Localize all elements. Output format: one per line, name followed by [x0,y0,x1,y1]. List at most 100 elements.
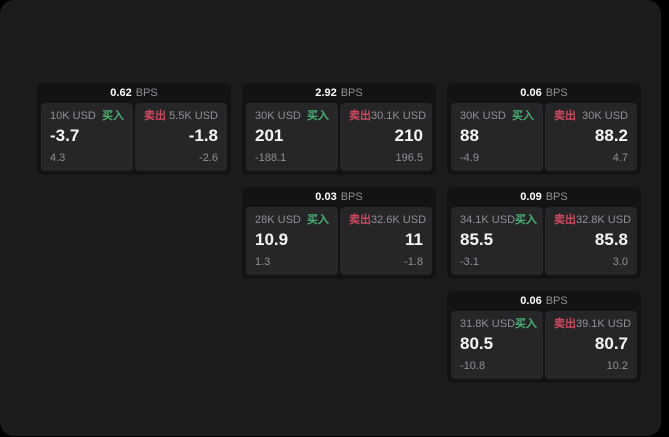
buy-price: 88 [460,126,479,145]
quote-tiles: 10K USD 买入 -3.7 4.3 卖出 5.5K USD -1.8 -2.… [41,103,227,171]
sell-amount: 39.1K USD [576,318,632,330]
sell-delta: -2.6 [199,152,218,164]
sell-price: 85.8 [594,230,628,249]
buy-amount: 30K USD [255,110,301,122]
sell-button[interactable]: 卖出 [349,110,371,122]
buy-amount: 30K USD [460,110,506,122]
buy-delta: 1.3 [255,256,271,268]
sell-tile[interactable]: 卖出 30K USD 88.2 4.7 [545,103,637,171]
buy-tile-header: 30K USD 买入 [460,110,534,123]
quote-tiles: 28K USD 买入 10.9 1.3 卖出 32.6K USD 11 -1.8 [246,207,432,275]
sell-price: -1.8 [188,126,218,145]
bps-value: 0.03 [315,191,337,203]
bps-value: 0.06 [520,87,542,99]
bps-unit-label: BPS [545,295,568,307]
buy-tile-header: 30K USD 买入 [255,110,329,123]
sell-delta: 10.2 [606,360,628,372]
bps-unit-label: BPS [340,87,363,99]
buy-tile-header: 10K USD 买入 [50,110,124,123]
sell-tile[interactable]: 卖出 32.8K USD 85.8 3.0 [545,207,637,275]
buy-delta: -10.8 [460,360,486,372]
card-header: 0.06 BPS [451,291,637,311]
sell-amount: 32.8K USD [576,214,632,226]
card-header: 2.92 BPS [246,83,432,103]
bps-value: 0.09 [520,191,542,203]
buy-amount: 10K USD [50,110,96,122]
sell-tile[interactable]: 卖出 39.1K USD 80.7 10.2 [545,311,637,379]
sell-tile-header: 卖出 30.1K USD [349,110,427,123]
quote-tiles: 30K USD 买入 201 -188.1 卖出 30.1K USD 210 1… [246,103,432,171]
quote-card: 0.62 BPS 10K USD 买入 -3.7 4.3 卖出 5.5K USD… [37,83,231,175]
bps-value: 2.92 [315,87,337,99]
sell-amount: 5.5K USD [169,110,218,122]
quote-card: 0.06 BPS 31.8K USD 买入 80.5 -10.8 卖出 39.1… [447,291,641,383]
sell-tile-header: 卖出 32.8K USD [554,214,632,227]
quotes-grid: 0.62 BPS 10K USD 买入 -3.7 4.3 卖出 5.5K USD… [37,83,641,383]
bps-unit-label: BPS [340,191,363,203]
sell-delta: 3.0 [612,256,628,268]
buy-tile[interactable]: 31.8K USD 买入 80.5 -10.8 [451,311,543,379]
quote-tiles: 30K USD 买入 88 -4.9 卖出 30K USD 88.2 4.7 [451,103,637,171]
bps-unit-label: BPS [135,87,158,99]
sell-price: 11 [405,230,423,249]
sell-tile[interactable]: 卖出 5.5K USD -1.8 -2.6 [135,103,227,171]
sell-price: 88.2 [594,126,628,145]
quote-tiles: 34.1K USD 买入 85.5 -3.1 卖出 32.8K USD 85.8… [451,207,637,275]
card-header: 0.03 BPS [246,187,432,207]
buy-tile-header: 28K USD 买入 [255,214,329,227]
sell-price: 80.7 [594,334,628,353]
buy-button[interactable]: 买入 [515,318,538,330]
quote-tiles: 31.8K USD 买入 80.5 -10.8 卖出 39.1K USD 80.… [451,311,637,379]
card-header: 0.62 BPS [41,83,227,103]
sell-delta: -1.8 [404,256,423,268]
buy-delta: -188.1 [255,152,287,164]
buy-button[interactable]: 买入 [307,214,329,226]
sell-amount: 32.6K USD [371,214,427,226]
buy-button[interactable]: 买入 [307,110,329,122]
bps-unit-label: BPS [545,87,568,99]
buy-tile-header: 34.1K USD 买入 [460,214,538,227]
buy-price: 201 [255,126,284,145]
sell-amount: 30.1K USD [371,110,427,122]
buy-button[interactable]: 买入 [512,110,534,122]
sell-tile-header: 卖出 5.5K USD [144,110,218,123]
sell-tile-header: 卖出 39.1K USD [554,318,632,331]
bps-value: 0.06 [520,295,542,307]
sell-tile[interactable]: 卖出 30.1K USD 210 196.5 [340,103,432,171]
quote-card: 0.03 BPS 28K USD 买入 10.9 1.3 卖出 32.6K US… [242,187,436,279]
buy-tile[interactable]: 30K USD 买入 201 -188.1 [246,103,338,171]
sell-amount: 30K USD [582,110,628,122]
buy-delta: 4.3 [50,152,66,164]
sell-delta: 4.7 [612,152,628,164]
sell-delta: 196.5 [395,152,423,164]
buy-tile[interactable]: 34.1K USD 买入 85.5 -3.1 [451,207,543,275]
buy-button[interactable]: 买入 [102,110,124,122]
sell-button[interactable]: 卖出 [349,214,371,226]
buy-tile-header: 31.8K USD 买入 [460,318,538,331]
buy-tile[interactable]: 28K USD 买入 10.9 1.3 [246,207,338,275]
sell-button[interactable]: 卖出 [554,110,576,122]
buy-price: -3.7 [50,126,80,145]
sell-tile-header: 卖出 32.6K USD [349,214,427,227]
sell-button[interactable]: 卖出 [554,214,576,226]
buy-tile[interactable]: 30K USD 买入 88 -4.9 [451,103,543,171]
buy-delta: -4.9 [460,152,479,164]
sell-price: 210 [394,126,423,145]
sell-button[interactable]: 卖出 [144,110,166,122]
buy-price: 10.9 [255,230,289,249]
card-header: 0.06 BPS [451,83,637,103]
sell-tile-header: 卖出 30K USD [554,110,628,123]
buy-delta: -3.1 [460,256,479,268]
buy-amount: 31.8K USD [460,318,516,330]
buy-price: 85.5 [460,230,494,249]
buy-amount: 28K USD [255,214,301,226]
quote-card: 0.09 BPS 34.1K USD 买入 85.5 -3.1 卖出 32.8K… [447,187,641,279]
card-header: 0.09 BPS [451,187,637,207]
bps-value: 0.62 [110,87,132,99]
quote-card: 2.92 BPS 30K USD 买入 201 -188.1 卖出 30.1K … [242,83,436,175]
sell-button[interactable]: 卖出 [554,318,576,330]
sell-tile[interactable]: 卖出 32.6K USD 11 -1.8 [340,207,432,275]
buy-tile[interactable]: 10K USD 买入 -3.7 4.3 [41,103,133,171]
buy-price: 80.5 [460,334,494,353]
buy-button[interactable]: 买入 [515,214,538,226]
